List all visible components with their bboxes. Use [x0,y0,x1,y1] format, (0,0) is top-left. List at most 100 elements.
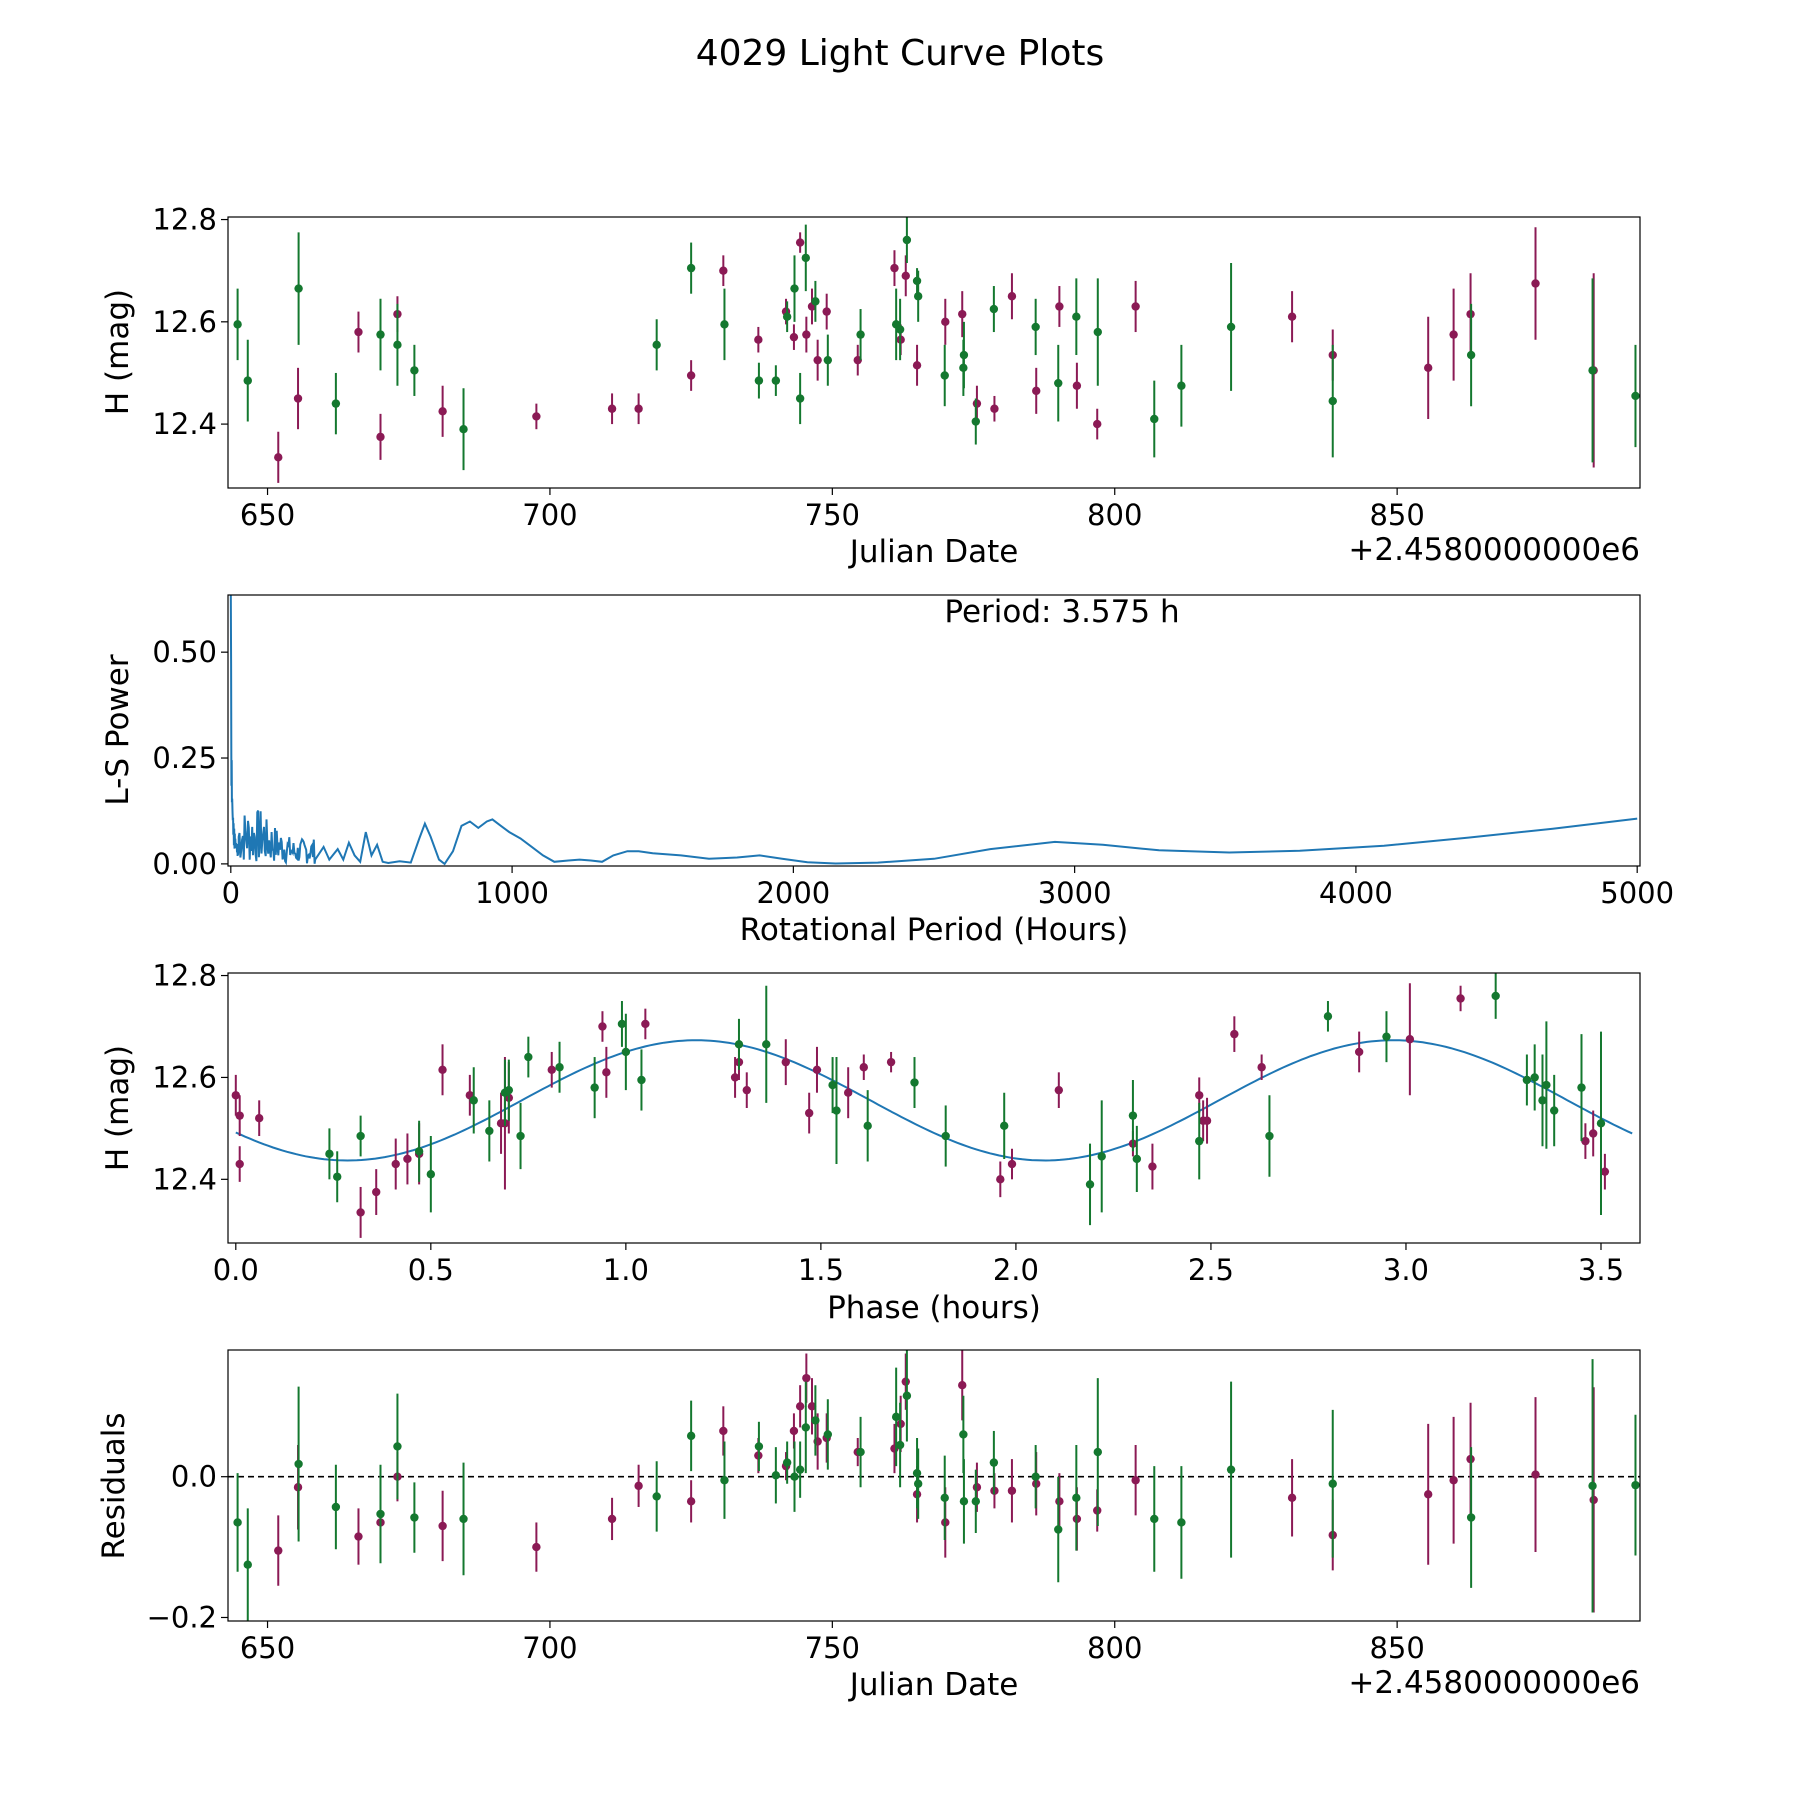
data-point [243,1560,252,1569]
data-point [912,1468,922,1478]
data-point [294,1459,303,1469]
data-point [856,330,865,339]
data-point [895,325,905,334]
data-point [802,330,811,339]
data-point [293,394,303,403]
data-point [1097,1152,1106,1161]
lightcurve-x-offset: +2.4580000000e6 [1348,532,1640,568]
data-point [789,1426,799,1436]
data-point [754,335,763,344]
data-point [958,1380,967,1390]
data-point [410,1513,419,1522]
data-point [459,1514,468,1524]
data-point [902,1391,912,1400]
data-point [886,1057,896,1067]
residuals-plot: 650 700 750 800 850 −0.2 0.0 [147,1349,1641,1665]
model-curve [235,1039,1633,1162]
data-point [634,404,643,413]
data-point [795,238,805,247]
data-point [902,235,912,245]
data-point [333,1172,342,1181]
data-point [828,1080,837,1090]
data-point [1328,1479,1337,1488]
x-tick-label: 850 [1369,498,1424,532]
data-point [959,350,969,360]
data-point [762,1040,771,1049]
data-point [391,1159,400,1169]
y-tick-label: 0.00 [152,847,217,881]
data-point [1131,1476,1140,1485]
data-point [1093,1447,1102,1457]
data-point [1449,1476,1458,1485]
data-point [802,1373,811,1383]
x-tick-label: 700 [522,1631,577,1665]
data-point [913,1479,923,1488]
data-point [255,1113,264,1123]
data-point [235,1111,244,1120]
data-point [1382,1032,1391,1041]
data-point [1466,350,1476,360]
data-point [1093,419,1102,429]
data-point [812,1065,822,1074]
data-point [971,417,980,426]
data-point [233,1518,242,1527]
phased-frame [227,972,1641,1244]
series-green [233,1350,1640,1621]
data-point [331,1502,341,1512]
data-point [1589,1495,1598,1505]
data-point [686,371,696,380]
data-point [795,1402,805,1411]
x-tick-label: 3000 [1038,876,1112,910]
data-point [972,1483,982,1492]
residuals-x-offset: +2.4580000000e6 [1348,1665,1640,1701]
periodogram-frame [227,594,1641,867]
data-point [910,1078,919,1087]
periodogram-ylabel: L-S Power [100,654,136,805]
data-point [1588,366,1597,375]
phased-plot: 0.0 0.5 1.0 1.5 2.0 2.5 3.0 3.5 12.4 12.6 12.8 [152,959,1641,1287]
data-point [1522,1075,1532,1085]
data-point [426,1170,436,1179]
y-tick-label: 12.6 [152,305,217,339]
periodogram-curve [229,595,1638,866]
data-point [782,312,792,321]
data-point [1226,1465,1236,1474]
data-point [274,453,283,462]
data-point [1265,1131,1274,1141]
data-point [686,1431,696,1441]
data-point [958,309,967,319]
data-point [754,1442,764,1451]
data-point [1195,1091,1204,1100]
data-point [771,1471,781,1480]
phased-ylabel: H (mag) [100,1045,136,1171]
residuals-xlabel: Julian Date [848,1667,1019,1703]
data-point [376,432,385,442]
data-point [901,271,910,281]
data-point [1226,322,1236,332]
data-point [652,1492,661,1501]
lightcurve-xlabel: Julian Date [848,534,1019,570]
data-point [1032,386,1041,396]
data-point [807,1402,817,1411]
data-point [940,371,949,380]
data-point [1631,391,1640,401]
data-point [754,376,764,385]
lightcurve-frame [227,216,1641,489]
data-point [356,1131,365,1141]
data-point [1577,1083,1586,1092]
series-green [325,973,1606,1226]
periodogram-panel: 0 1000 2000 3000 4000 5000 0.00 0.25 0.50 Period… [100,594,1674,948]
data-point [1354,1047,1364,1057]
data-point [354,1532,363,1541]
data-point [1424,363,1433,373]
data-point [634,1481,643,1491]
data-point [469,1096,478,1105]
data-point [410,366,419,375]
y-tick-label: −0.2 [147,1600,217,1634]
data-point [1132,1154,1142,1164]
series-magenta [274,227,1598,483]
data-point [607,1514,617,1524]
residuals-frame [227,1349,1641,1622]
x-tick-label: 3.5 [1578,1253,1624,1287]
data-point [598,1022,607,1031]
